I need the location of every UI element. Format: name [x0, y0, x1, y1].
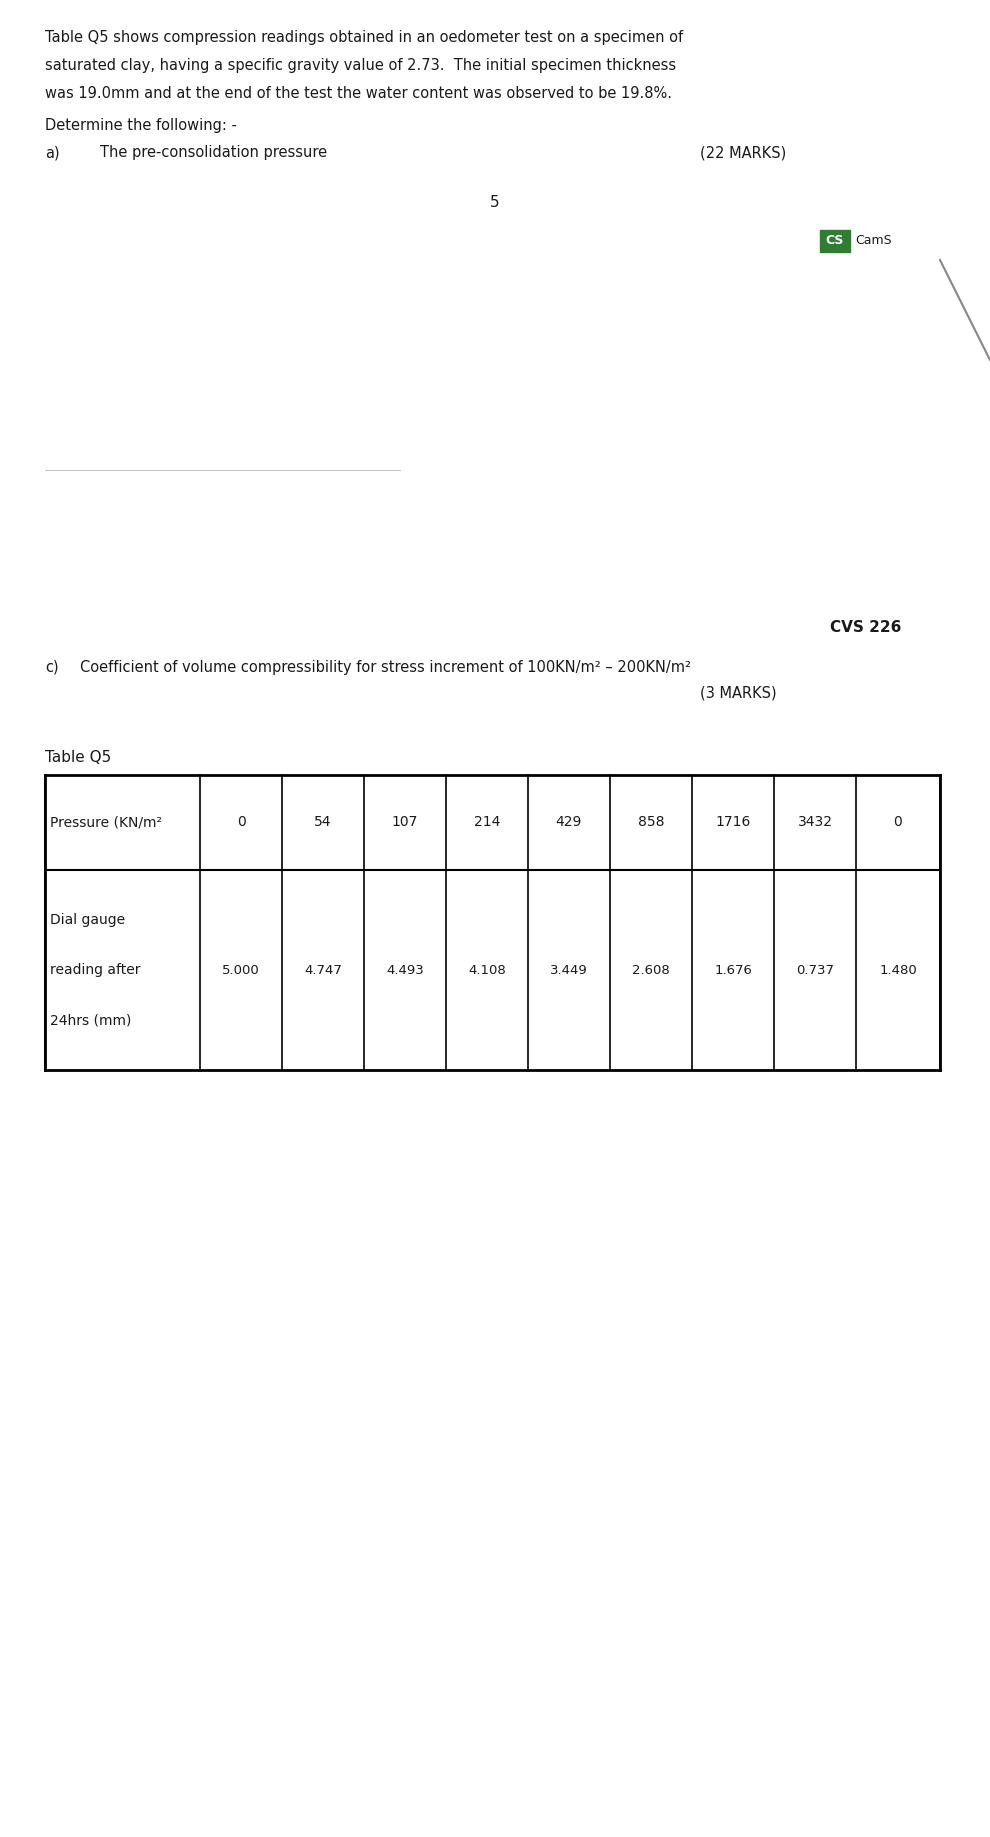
Text: 214: 214	[474, 816, 500, 830]
Text: CamS: CamS	[855, 235, 892, 248]
Text: Determine the following: -: Determine the following: -	[45, 118, 237, 132]
Text: a): a)	[45, 145, 59, 160]
Text: 24hrs (mm): 24hrs (mm)	[50, 1012, 132, 1027]
Text: 0: 0	[894, 816, 902, 830]
Text: 5: 5	[490, 195, 500, 209]
Text: 3.449: 3.449	[550, 963, 588, 977]
Text: CVS 226: CVS 226	[830, 621, 901, 636]
Text: c): c)	[45, 659, 58, 674]
Text: 1.480: 1.480	[879, 963, 917, 977]
Text: 429: 429	[555, 816, 582, 830]
Text: 4.108: 4.108	[468, 963, 506, 977]
Bar	[820, 230, 850, 252]
Text: 54: 54	[314, 816, 332, 830]
Text: Table Q5 shows compression readings obtained in an oedometer test on a specimen : Table Q5 shows compression readings obta…	[45, 29, 683, 44]
Text: Coefficient of volume compressibility for stress increment of 100KN/m² – 200KN/m: Coefficient of volume compressibility fo…	[80, 659, 691, 674]
Text: 1.676: 1.676	[714, 963, 752, 977]
Text: 2.608: 2.608	[633, 963, 670, 977]
Text: 0.737: 0.737	[796, 963, 834, 977]
Text: reading after: reading after	[50, 963, 141, 977]
Text: 0: 0	[237, 816, 246, 830]
Text: 4.747: 4.747	[304, 963, 342, 977]
Text: 4.493: 4.493	[386, 963, 424, 977]
Text: 107: 107	[392, 816, 418, 830]
Text: CS: CS	[826, 235, 844, 248]
Text: Pressure (KN/m²: Pressure (KN/m²	[50, 816, 162, 830]
Text: saturated clay, having a specific gravity value of 2.73.  The initial specimen t: saturated clay, having a specific gravit…	[45, 59, 676, 73]
Text: The pre-consolidation pressure: The pre-consolidation pressure	[100, 145, 327, 160]
Text: 3432: 3432	[798, 816, 833, 830]
Text: Dial gauge: Dial gauge	[50, 913, 125, 928]
Text: (22 MARKS): (22 MARKS)	[700, 145, 786, 160]
Text: 5.000: 5.000	[222, 963, 259, 977]
Text: 858: 858	[638, 816, 664, 830]
Text: Table Q5: Table Q5	[45, 749, 111, 764]
Text: 1716: 1716	[716, 816, 750, 830]
Text: was 19.0mm and at the end of the test the water content was observed to be 19.8%: was 19.0mm and at the end of the test th…	[45, 86, 672, 101]
Text: (3 MARKS): (3 MARKS)	[700, 685, 776, 700]
